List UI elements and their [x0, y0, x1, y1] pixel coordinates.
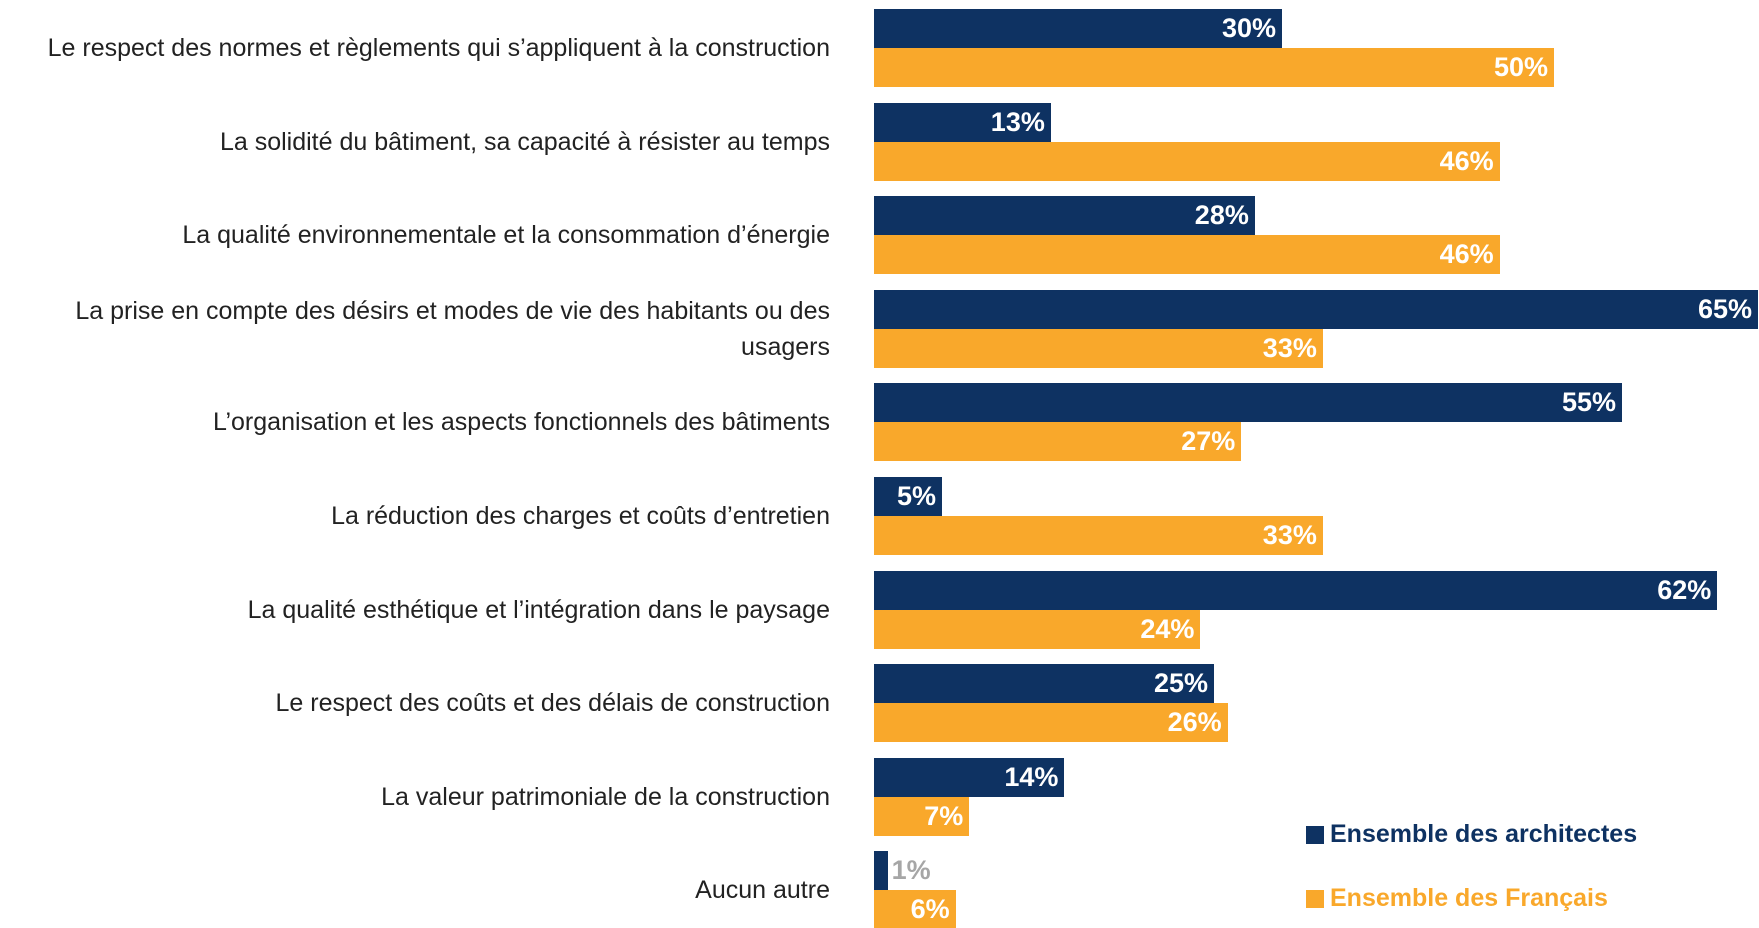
value-label: 14%: [1004, 761, 1059, 792]
value-label: 26%: [1167, 707, 1222, 738]
bar: [874, 289, 1758, 329]
value-label: 33%: [1262, 520, 1317, 550]
legend-swatch: [1306, 825, 1324, 844]
category-label: La qualité esthétique et l’intégration d…: [247, 595, 830, 624]
category-label: La solidité du bâtiment, sa capacité à r…: [219, 127, 830, 156]
value-label: 62%: [1657, 574, 1712, 605]
value-label: 6%: [910, 894, 950, 925]
legend-swatch: [1306, 889, 1324, 908]
bar: [874, 9, 1282, 48]
bar: [874, 102, 1051, 142]
value-label: 7%: [924, 800, 964, 831]
value-label: 28%: [1194, 200, 1249, 231]
category-label: La prise en compte des désirs et modes d…: [75, 296, 830, 361]
category-label: La qualité environnementale et la consom…: [182, 221, 830, 250]
value-label: 24%: [1140, 613, 1195, 644]
bar: [874, 703, 1228, 743]
bar: [874, 235, 1500, 275]
bar: [874, 757, 1065, 797]
value-label: 1%: [891, 855, 931, 886]
category-label: La réduction des charges et coûts d’entr…: [331, 502, 830, 530]
bar: [874, 477, 942, 516]
value-label: 27%: [1181, 426, 1236, 457]
legend-item: Ensemble des Français: [1306, 884, 1608, 913]
value-label: 30%: [1222, 13, 1277, 43]
bar: [874, 664, 1214, 704]
value-label: 13%: [990, 106, 1045, 137]
value-label: 5%: [897, 481, 937, 511]
bar: [874, 570, 1718, 610]
category-label: Le respect des coûts et des délais de co…: [275, 689, 831, 718]
legend-label: Ensemble des architectes: [1330, 820, 1638, 848]
bar: [874, 383, 1622, 423]
bar: [874, 48, 1554, 87]
bar: [874, 422, 1242, 462]
value-label: 33%: [1262, 332, 1317, 363]
bar: [874, 890, 956, 928]
legend-label: Ensemble des Français: [1330, 884, 1608, 912]
category-label: Aucun autre: [695, 876, 830, 905]
bar: [874, 609, 1201, 649]
value-label: 65%: [1698, 293, 1753, 324]
value-label: 46%: [1439, 145, 1494, 176]
bar: [874, 196, 1255, 236]
bar: [874, 516, 1323, 555]
value-label: 50%: [1494, 52, 1549, 82]
bar: [874, 328, 1323, 368]
bar: [874, 796, 970, 836]
category-label: Le respect des normes et règlements qui …: [47, 34, 830, 62]
bar: [874, 141, 1500, 181]
value-label: 46%: [1439, 239, 1494, 270]
value-label: 55%: [1562, 387, 1617, 418]
bar: [874, 851, 888, 891]
value-label: 25%: [1154, 668, 1209, 699]
legend-item: Ensemble des architectes: [1306, 820, 1637, 849]
category-label: L’organisation et les aspects fonctionne…: [212, 408, 830, 437]
category-label: La valeur patrimoniale de la constructio…: [381, 782, 830, 811]
